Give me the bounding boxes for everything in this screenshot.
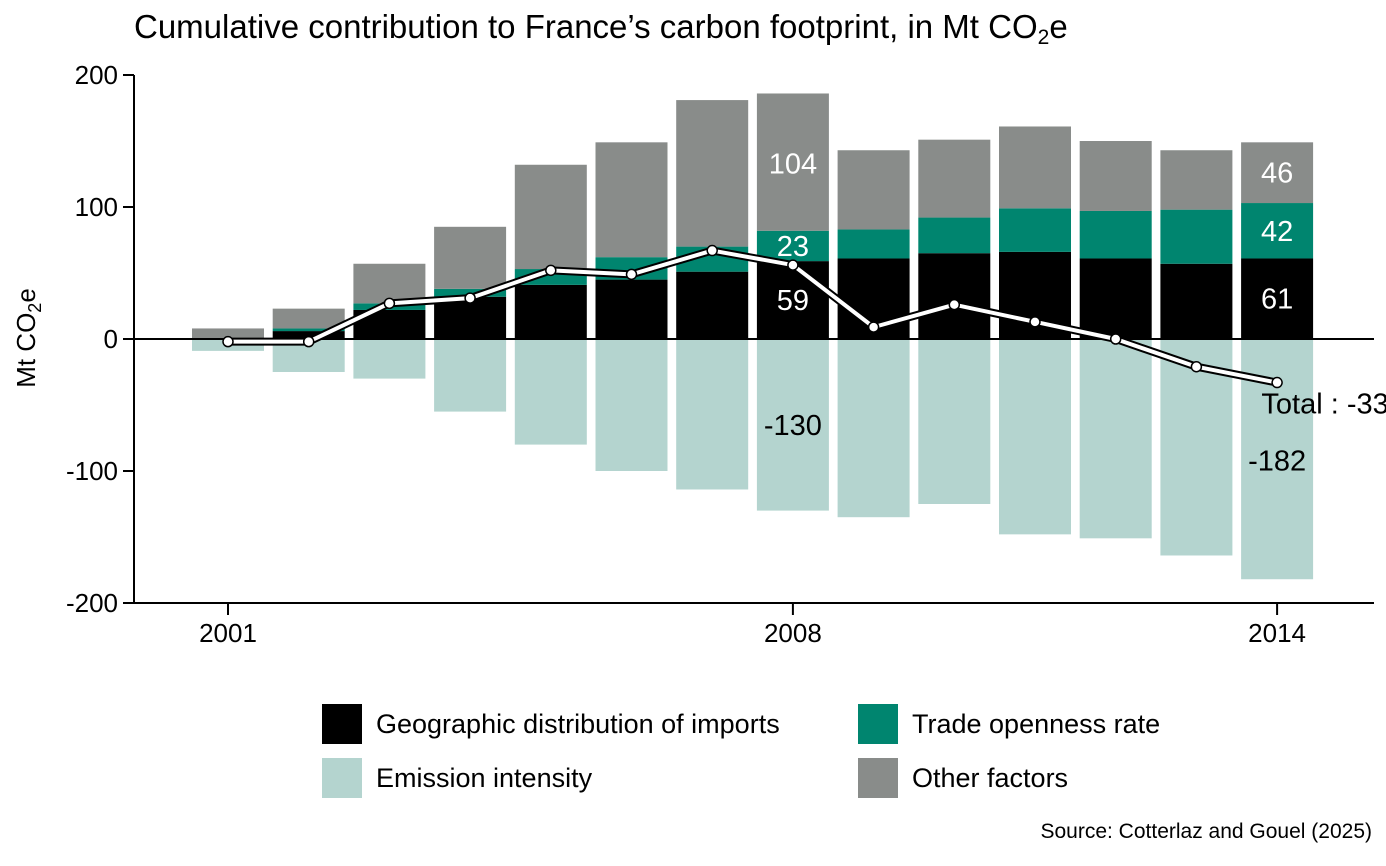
bar-trade-openness-rate-2008	[756, 230, 829, 262]
bar-trade-openness-rate-2002	[272, 328, 345, 332]
total-point-2006	[625, 268, 638, 281]
data-label: 59	[777, 285, 809, 317]
legend-label-other-factors: Other factors	[912, 762, 1069, 793]
bar-emission-intensity-2005	[514, 339, 587, 445]
bar-geographic-distribution-of-imports-2005	[514, 284, 587, 339]
legend-label-geographic: Geographic distribution of imports	[376, 708, 780, 739]
bar-emission-intensity-2004	[434, 339, 507, 412]
bar-trade-openness-rate-2010	[918, 217, 991, 254]
bar-other-factors-2004	[434, 226, 507, 289]
legend-item-trade-openness: Trade openness rate	[858, 704, 1160, 744]
total-point-2003	[383, 297, 396, 310]
total-point-2009	[867, 321, 880, 333]
bar-emission-intensity-2012	[1079, 339, 1152, 539]
bar-emission-intensity-2007	[676, 339, 749, 490]
bar-trade-openness-rate-2013	[1160, 209, 1233, 264]
bar-other-factors-2012	[1079, 141, 1152, 211]
total-point-2012	[1109, 333, 1122, 345]
total-point-2013	[1190, 360, 1203, 373]
y-tick-label: -200	[66, 588, 118, 618]
total-point-2011	[1029, 316, 1041, 328]
legend-item-geographic: Geographic distribution of imports	[322, 704, 780, 744]
total-point-2001	[222, 335, 234, 348]
bar-geographic-distribution-of-imports-2013	[1160, 263, 1233, 339]
chart-title: Cumulative contribution to France’s carb…	[134, 8, 1068, 49]
bar-emission-intensity-2003	[353, 339, 426, 379]
bar-other-factors-2002	[272, 308, 345, 329]
bar-other-factors-2003	[353, 263, 426, 304]
bar-emission-intensity-2009	[837, 339, 910, 518]
x-tick-label: 2008	[764, 618, 822, 648]
bar-geographic-distribution-of-imports-2012	[1079, 258, 1152, 339]
total-point-2010	[948, 298, 961, 311]
y-tick-label: 100	[75, 192, 118, 222]
total-point-2004	[464, 292, 476, 304]
bar-trade-openness-rate-2014	[1241, 203, 1314, 259]
bar-other-factors-2006	[595, 142, 668, 258]
source-note: Source: Cotterlaz and Gouel (2025)	[1040, 820, 1372, 843]
bar-trade-openness-rate-2012	[1079, 210, 1152, 259]
legend-swatch-trade-openness	[858, 704, 898, 744]
bar-geographic-distribution-of-imports-2014	[1241, 258, 1314, 339]
data-label: 23	[777, 231, 809, 263]
total-point-2002	[302, 335, 315, 348]
chart-plot: 200 100 0 -100 -200 2001 2008 2014 104 23 59 -130 4…	[11, 60, 1386, 648]
total-point-2005	[545, 264, 557, 277]
bar-trade-openness-rate-2009	[837, 229, 910, 259]
bar-geographic-distribution-of-imports-2002	[272, 331, 345, 339]
bar-other-factors-2014	[1241, 142, 1314, 204]
data-label: 46	[1261, 158, 1293, 190]
total-label: Total : -33	[1261, 389, 1386, 421]
bar-other-factors-2001	[192, 328, 264, 339]
data-label: -182	[1248, 445, 1306, 477]
legend-swatch-other-factors	[858, 758, 898, 798]
legend-label-emission-intensity: Emission intensity	[376, 762, 593, 793]
legend: Geographic distribution of imports Trade…	[322, 698, 1222, 808]
legend-item-emission-intensity: Emission intensity	[322, 758, 592, 798]
legend-item-other-factors: Other factors	[858, 758, 1068, 798]
data-label: 61	[1261, 284, 1293, 316]
x-tick-label: 2014	[1248, 618, 1306, 648]
bar-geographic-distribution-of-imports-2006	[595, 279, 668, 339]
bar-geographic-distribution-of-imports-2010	[918, 253, 991, 339]
y-axis-label: Mt CO2e	[11, 288, 45, 388]
legend-label-trade-openness: Trade openness rate	[912, 708, 1161, 739]
bar-other-factors-2007	[676, 100, 749, 247]
bar-other-factors-2011	[999, 126, 1071, 209]
bar-other-factors-2013	[1160, 150, 1233, 210]
y-tick-label: -100	[66, 456, 118, 486]
y-tick-label: 200	[75, 60, 118, 90]
bar-trade-openness-rate-2011	[999, 208, 1071, 252]
x-tick-label: 2001	[199, 618, 257, 648]
total-point-2014	[1271, 376, 1283, 389]
bar-other-factors-2005	[514, 164, 587, 270]
data-label: 42	[1261, 216, 1293, 248]
total-line	[228, 248, 1278, 385]
data-label: -130	[764, 410, 822, 442]
bar-emission-intensity-2008	[756, 339, 829, 511]
total-point-2008	[787, 259, 799, 271]
total-point-2007	[706, 244, 718, 257]
bar-emission-intensity-2006	[595, 339, 668, 471]
data-label: 104	[769, 148, 817, 180]
bar-emission-intensity-2010	[918, 339, 991, 504]
bar-other-factors-2010	[918, 139, 991, 218]
bar-geographic-distribution-of-imports-2007	[676, 271, 749, 339]
bar-other-factors-2009	[837, 150, 910, 230]
bar-geographic-distribution-of-imports-2008	[756, 261, 829, 339]
bar-other-factors-2008	[756, 93, 829, 231]
y-tick-label: 0	[104, 324, 118, 354]
bar-emission-intensity-2011	[999, 339, 1071, 535]
legend-swatch-emission-intensity	[322, 758, 362, 798]
legend-swatch-geographic	[322, 704, 362, 744]
